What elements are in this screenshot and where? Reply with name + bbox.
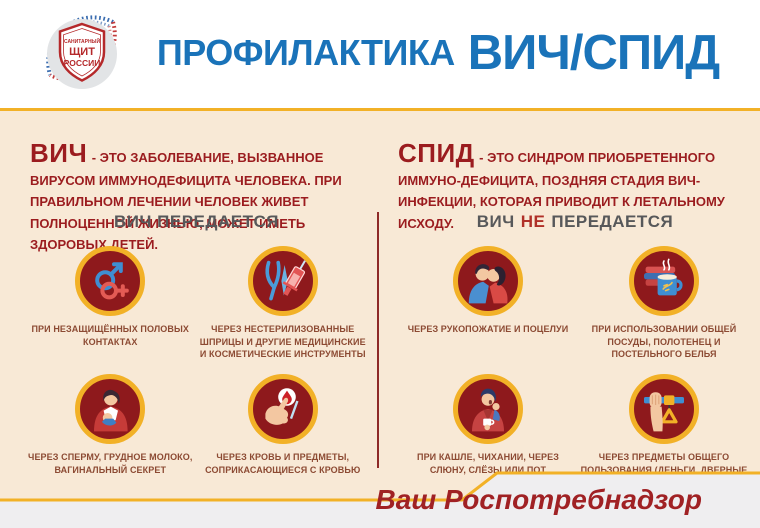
hiv-term: ВИЧ bbox=[30, 138, 88, 168]
logo-text-line2: ЩИТ bbox=[69, 46, 95, 58]
icon-circle bbox=[247, 246, 318, 316]
rospotrebnadzor-signature: Ваш Роспотребнадзор bbox=[375, 484, 702, 515]
icon-circle bbox=[453, 246, 523, 316]
transmission-item: ЧЕРЕЗ РУКОПОЖАТИЕ И ПОЦЕЛУИ bbox=[402, 246, 574, 366]
hiv-definition: ВИЧ - ЭТО ЗАБОЛЕВАНИЕ, ВЫЗВАННОЕ ВИРУСОМ… bbox=[30, 136, 364, 255]
transmission-caption: ЧЕРЕЗ КРОВЬ И ПРЕДМЕТЫ, СОПРИКАСАЮЩИЕСЯ … bbox=[205, 452, 361, 475]
transmission-caption: ЧЕРЕЗ НЕСТЕРИЛИЗОВАННЫЕ ШПРИЦЫ И ДРУГИЕ … bbox=[199, 324, 366, 360]
breastfeeding-icon bbox=[94, 389, 128, 432]
public-handrail-icon bbox=[644, 392, 684, 432]
icon-circle bbox=[247, 374, 318, 444]
icon-circle bbox=[629, 374, 699, 444]
transmission-item: ЧЕРЕЗ КРОВЬ И ПРЕДМЕТЫ, СОПРИКАСАЮЩИЕСЯ … bbox=[197, 374, 369, 494]
transmission-item: ПРИ КАШЛЕ, ЧИХАНИИ, ЧЕРЕЗ СЛЮНУ, СЛЁЗЫ И… bbox=[402, 374, 574, 494]
title-prefix: ПРОФИЛАКТИКА bbox=[156, 32, 455, 73]
title-not: НЕ bbox=[520, 212, 546, 231]
transmitted-section: ВИЧ ПЕРЕДАЕТСЯ bbox=[24, 212, 369, 494]
aids-term: СПИД bbox=[398, 138, 475, 168]
transmitted-section-title: ВИЧ ПЕРЕДАЕТСЯ bbox=[113, 212, 279, 231]
icon-circle bbox=[629, 246, 699, 316]
transmission-item: ЧЕРЕЗ СПЕРМУ, ГРУДНОЕ МОЛОКО, ВАГИНАЛЬНЫ… bbox=[24, 374, 196, 494]
icon-circle bbox=[453, 374, 523, 444]
transmission-item: ЧЕРЕЗ НЕСТЕРИЛИЗОВАННЫЕ ШПРИЦЫ И ДРУГИЕ … bbox=[197, 246, 369, 366]
transmission-caption: ЧЕРЕЗ РУКОПОЖАТИЕ И ПОЦЕЛУИ bbox=[407, 324, 569, 334]
transmission-caption: ПРИ НЕЗАЩИЩЁННЫХ ПОЛОВЫХ КОНТАКТАХ bbox=[31, 324, 189, 347]
cough-sneeze-icon bbox=[472, 388, 504, 432]
logo-text-line1: САНИТАРНЫЙ bbox=[64, 37, 100, 45]
syringe-instruments-icon bbox=[265, 260, 306, 301]
transmitted-grid: ПРИ НЕЗАЩИЩЁННЫХ ПОЛОВЫХ КОНТАКТАХ bbox=[24, 246, 369, 494]
transmission-caption: ЧЕРЕЗ СПЕРМУ, ГРУДНОЕ МОЛОКО, ВАГИНАЛЬНЫ… bbox=[28, 452, 193, 475]
not-transmitted-grid: ЧЕРЕЗ РУКОПОЖАТИЕ И ПОЦЕЛУИ ПРИ И bbox=[400, 246, 752, 500]
title-main: ВИЧ/СПИД bbox=[467, 26, 720, 80]
footer-notch bbox=[0, 471, 760, 528]
aids-definition-text: - ЭТО СИНДРОМ ПРИОБРЕТЕННОГО ИММУНО-ДЕФИ… bbox=[398, 150, 725, 231]
main-panel bbox=[0, 108, 760, 528]
hiv-definition-text: - ЭТО ЗАБОЛЕВАНИЕ, ВЫЗВАННОЕ ВИРУСОМ ИММ… bbox=[30, 150, 342, 252]
transmission-item: ПРИ ИСПОЛЬЗОВАНИИ ОБЩЕЙ ПОСУДЫ, ПОЛОТЕНЕ… bbox=[578, 246, 750, 366]
icon-circle bbox=[75, 374, 146, 444]
page-title: ПРОФИЛАКТИКА ВИЧ/СПИД bbox=[138, 0, 738, 106]
icon-circle bbox=[75, 246, 146, 316]
title-post: ПЕРЕДАЕТСЯ bbox=[551, 212, 674, 231]
transmission-caption: ПРИ КАШЛЕ, ЧИХАНИИ, ЧЕРЕЗ СЛЮНУ, СЛЁЗЫ И… bbox=[417, 452, 559, 475]
vertical-divider bbox=[377, 212, 379, 468]
blood-drop-hand-icon bbox=[265, 388, 299, 425]
logo-text-line3: РОССИИ bbox=[64, 58, 101, 68]
not-transmitted-section: ВИЧ НЕ ПЕРЕДАЕТСЯ ЧЕРЕЗ РУКОПОЖАТИЕ И ПОЦЕ… bbox=[400, 212, 752, 500]
header-band: САНИТАРНЫЙ ЩИТ РОССИИ ПРОФИЛАКТИКА ВИЧ/С… bbox=[0, 0, 760, 108]
not-transmitted-section-title: ВИЧ НЕ ПЕРЕДАЕТСЯ bbox=[400, 212, 752, 232]
aids-definition: СПИД - ЭТО СИНДРОМ ПРИОБРЕТЕННОГО ИММУНО… bbox=[398, 136, 738, 234]
shared-dishes-towels-icon bbox=[644, 258, 683, 296]
transmission-caption: ПРИ ИСПОЛЬЗОВАНИИ ОБЩЕЙ ПОСУДЫ, ПОЛОТЕНЕ… bbox=[591, 324, 737, 360]
kissing-couple-icon bbox=[468, 264, 508, 304]
sanitary-shield-logo-icon: САНИТАРНЫЙ ЩИТ РОССИИ bbox=[46, 15, 117, 89]
male-female-symbols-icon bbox=[95, 262, 130, 300]
transmission-item: ПРИ НЕЗАЩИЩЁННЫХ ПОЛОВЫХ КОНТАКТАХ bbox=[24, 246, 196, 366]
title-pre: ВИЧ bbox=[476, 212, 515, 231]
